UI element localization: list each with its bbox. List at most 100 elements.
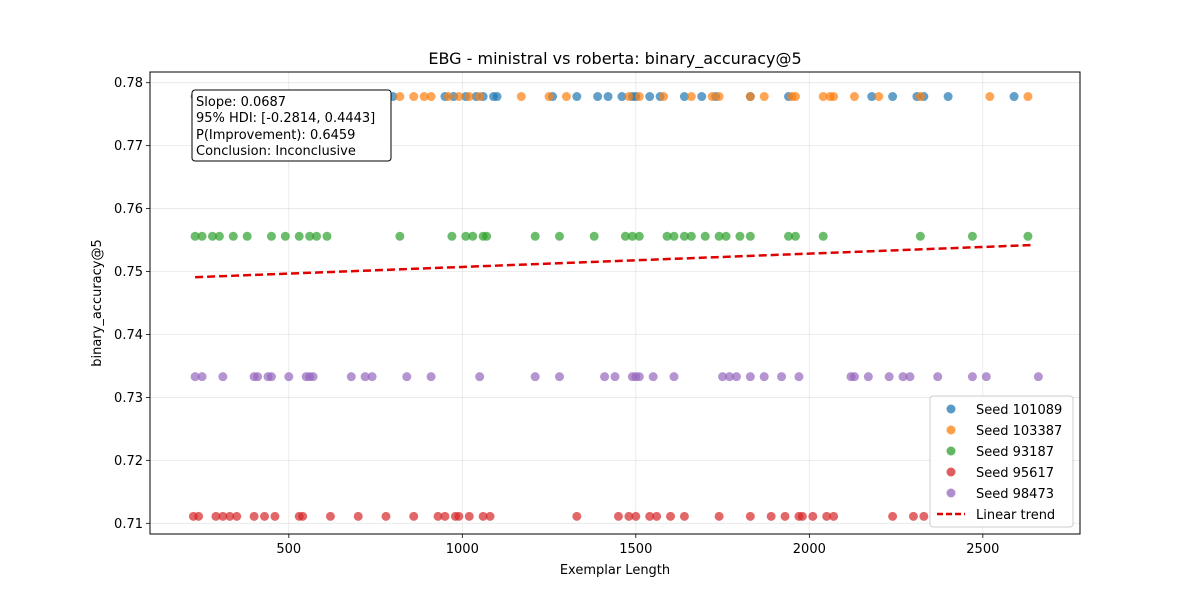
data-point-seed-98473 — [253, 372, 263, 382]
y-tick-label: 0.74 — [114, 328, 143, 343]
data-point-seed-95617 — [908, 511, 918, 521]
legend-label-seed-95617: Seed 95617 — [976, 466, 1054, 481]
data-point-seed-98473 — [610, 372, 620, 382]
data-point-seed-98473 — [898, 372, 908, 382]
series-seed-93187 — [190, 231, 1033, 241]
data-point-seed-103387 — [759, 92, 769, 102]
data-point-seed-95617 — [652, 511, 662, 521]
data-point-seed-93187 — [915, 231, 925, 241]
data-point-seed-93187 — [627, 231, 637, 241]
data-point-seed-95617 — [249, 511, 259, 521]
legend-marker-seed-103387 — [946, 425, 956, 435]
data-point-seed-95617 — [232, 511, 242, 521]
data-point-seed-95617 — [631, 511, 641, 521]
data-point-seed-95617 — [409, 511, 419, 521]
data-point-seed-98473 — [266, 372, 276, 382]
data-point-seed-93187 — [312, 231, 322, 241]
data-point-seed-93187 — [197, 231, 207, 241]
data-point-seed-95617 — [919, 511, 929, 521]
data-point-seed-95617 — [194, 511, 204, 521]
data-point-seed-98473 — [718, 372, 728, 382]
data-point-seed-95617 — [645, 511, 655, 521]
data-point-seed-95617 — [225, 511, 235, 521]
data-point-seed-98473 — [905, 372, 915, 382]
data-point-seed-103387 — [516, 92, 526, 102]
plot-area-frame — [149, 71, 1081, 535]
annotation-hdi: 95% HDI: [-0.2814, 0.4443] — [196, 111, 375, 126]
data-point-seed-101089 — [697, 92, 707, 102]
data-point-seed-103387 — [419, 92, 429, 102]
data-point-seed-98473 — [475, 372, 485, 382]
data-point-seed-101089 — [572, 92, 582, 102]
data-point-seed-103387 — [1023, 92, 1033, 102]
data-point-seed-103387 — [985, 92, 995, 102]
data-point-seed-103387 — [634, 92, 644, 102]
data-point-seed-95617 — [829, 511, 839, 521]
y-tick-label: 0.75 — [114, 265, 143, 280]
data-point-seed-98473 — [1033, 372, 1043, 382]
data-point-seed-93187 — [242, 231, 252, 241]
data-point-seed-95617 — [766, 511, 776, 521]
data-point-seed-93187 — [589, 231, 599, 241]
data-point-seed-93187 — [207, 231, 217, 241]
data-point-seed-93187 — [214, 231, 224, 241]
data-point-seed-93187 — [790, 231, 800, 241]
data-point-seed-95617 — [433, 511, 443, 521]
data-point-seed-98473 — [367, 372, 377, 382]
data-point-seed-95617 — [822, 511, 832, 521]
data-point-seed-103387 — [409, 92, 419, 102]
data-point-seed-95617 — [797, 511, 807, 521]
data-point-seed-98473 — [849, 372, 859, 382]
data-point-seed-93187 — [305, 231, 315, 241]
data-point-seed-98473 — [669, 372, 679, 382]
data-point-seed-101089 — [888, 92, 898, 102]
data-point-seed-103387 — [818, 92, 828, 102]
x-tick-label: 2500 — [966, 542, 999, 557]
data-point-seed-98473 — [218, 372, 228, 382]
grid-lines — [150, 72, 1080, 534]
data-point-seed-95617 — [572, 511, 582, 521]
y-tick-label: 0.76 — [114, 202, 143, 217]
legend-marker-seed-101089 — [946, 404, 956, 414]
x-axis-label: Exemplar Length — [560, 563, 670, 578]
data-point-seed-98473 — [794, 372, 804, 382]
data-point-seed-98473 — [600, 372, 610, 382]
series-seed-98473 — [190, 372, 1043, 382]
x-tick-label: 1000 — [446, 542, 479, 557]
data-point-seed-101089 — [593, 92, 603, 102]
data-point-seed-98473 — [884, 372, 894, 382]
data-point-seed-93187 — [482, 231, 492, 241]
data-point-seed-95617 — [211, 511, 221, 521]
data-point-seed-101089 — [943, 92, 953, 102]
stats-annotation: Slope: 0.0687 95% HDI: [-0.2814, 0.4443]… — [191, 89, 392, 162]
data-point-seed-93187 — [700, 231, 710, 241]
data-point-seed-93187 — [967, 231, 977, 241]
annotation-probability: P(Improvement): 0.6459 — [196, 128, 355, 143]
data-point-seed-98473 — [981, 372, 991, 382]
data-point-seed-95617 — [780, 511, 790, 521]
data-point-seed-95617 — [666, 511, 676, 521]
data-point-seed-98473 — [402, 372, 412, 382]
data-point-seed-98473 — [863, 372, 873, 382]
data-point-seed-93187 — [468, 231, 478, 241]
data-point-seed-95617 — [440, 511, 450, 521]
y-axis-label: binary_accuracy@5 — [90, 239, 105, 367]
data-point-seed-103387 — [915, 92, 925, 102]
data-point-seed-103387 — [443, 92, 453, 102]
x-tick-label: 500 — [276, 542, 301, 557]
data-point-seed-103387 — [561, 92, 571, 102]
annotation-box — [191, 89, 392, 162]
data-point-seed-95617 — [478, 511, 488, 521]
data-point-seed-103387 — [829, 92, 839, 102]
legend-label-seed-103387: Seed 103387 — [976, 424, 1062, 439]
data-point-seed-95617 — [270, 511, 280, 521]
data-point-seed-101089 — [492, 92, 502, 102]
data-point-seed-93187 — [634, 231, 644, 241]
data-point-seed-98473 — [634, 372, 644, 382]
data-point-seed-103387 — [426, 92, 436, 102]
data-point-seed-93187 — [662, 231, 672, 241]
legend-label-seed-101089: Seed 101089 — [976, 403, 1062, 418]
data-point-seed-95617 — [613, 511, 623, 521]
data-point-seed-103387 — [707, 92, 717, 102]
data-point-seed-93187 — [554, 231, 564, 241]
